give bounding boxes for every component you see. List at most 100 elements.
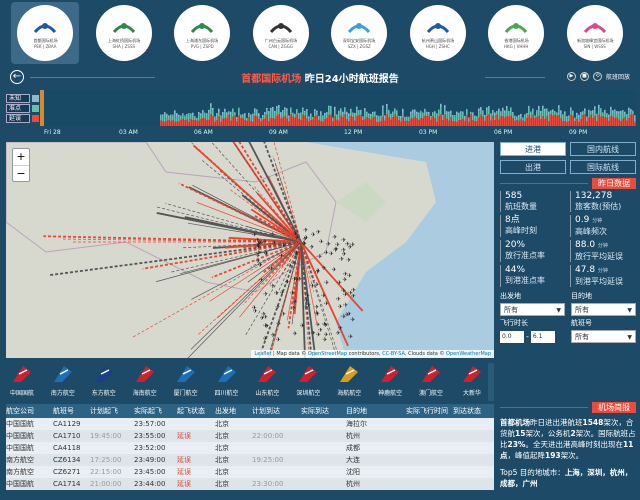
plane-icon[interactable]: ✈: [253, 308, 258, 315]
column-header[interactable]: 航班号: [53, 407, 74, 415]
plane-icon[interactable]: ✈: [280, 290, 285, 297]
legend-item[interactable]: 准点: [6, 104, 39, 113]
plane-icon[interactable]: ✈: [316, 229, 321, 236]
airline-filter-item[interactable]: 海航航空: [333, 363, 365, 401]
airline-scrollbar[interactable]: [488, 363, 494, 401]
table-row[interactable]: 中国国航 CA1710 19:45:00 23:55:00 延误 北京 22:00:00 杭州: [6, 430, 494, 442]
route-line[interactable]: [196, 241, 302, 336]
plane-icon[interactable]: ✈: [293, 252, 298, 259]
plane-icon[interactable]: ✈: [347, 273, 352, 280]
airline-filter-item[interactable]: 神鹿航空: [374, 363, 406, 401]
route-line[interactable]: [291, 241, 302, 325]
plane-icon[interactable]: ✈: [342, 277, 347, 284]
plane-icon[interactable]: ✈: [263, 322, 268, 329]
plane-icon[interactable]: ✈: [263, 291, 268, 298]
route-line[interactable]: [226, 142, 302, 243]
route-line[interactable]: [254, 214, 302, 243]
play-icon[interactable]: ▶: [566, 72, 576, 81]
legend-item[interactable]: 延误: [6, 114, 39, 123]
plane-icon[interactable]: ✈: [252, 232, 257, 239]
to-select[interactable]: 所有 ▼: [571, 303, 636, 316]
route-line[interactable]: [132, 241, 302, 338]
plane-icon[interactable]: ✈: [269, 266, 274, 273]
tab-arrive[interactable]: 进港: [500, 142, 566, 156]
plane-icon[interactable]: ✈: [348, 290, 353, 297]
airport-card[interactable]: 上海浦东国际机场 PVG | ZSPD: [168, 2, 236, 64]
plane-icon[interactable]: ✈: [341, 314, 346, 321]
plane-icon[interactable]: ✈: [264, 250, 269, 257]
route-line[interactable]: [209, 241, 302, 302]
plane-icon[interactable]: ✈: [309, 244, 314, 251]
table-row[interactable]: 中国国航 CA1714 21:00:00 23:44:00 延误 北京 23:30:00 杭州: [6, 478, 494, 490]
airport-card[interactable]: 香港国际机场 HKG | VHHH: [482, 2, 550, 64]
plane-icon[interactable]: ✈: [256, 258, 261, 265]
plane-icon[interactable]: ✈: [293, 331, 298, 338]
plane-icon[interactable]: ✈: [316, 268, 321, 275]
route-line[interactable]: [191, 241, 302, 300]
airline-filter-item[interactable]: 山东航空: [251, 363, 283, 401]
airline-filter-item[interactable]: 深圳航空: [292, 363, 324, 401]
plane-icon[interactable]: ✈: [347, 311, 352, 318]
plane-icon[interactable]: ✈: [317, 253, 322, 260]
plane-icon[interactable]: ✈: [336, 296, 341, 303]
plane-icon[interactable]: ✈: [329, 250, 334, 257]
route-line[interactable]: [211, 241, 302, 279]
plane-icon[interactable]: ✈: [343, 302, 348, 309]
airport-card[interactable]: 上海虹桥国际机场 SHA | ZSSS: [90, 2, 158, 64]
plane-icon[interactable]: ✈: [311, 330, 316, 337]
plane-icon[interactable]: ✈: [338, 304, 343, 311]
plane-icon[interactable]: ✈: [310, 283, 315, 290]
plane-icon[interactable]: ✈: [341, 288, 346, 295]
airline-filter-item[interactable]: 东方航空: [88, 363, 120, 401]
plane-icon[interactable]: ✈: [345, 241, 350, 248]
table-row[interactable]: 南方航空 CZ6271 22:15:00 23:45:00 延误 北京 沈阳: [6, 466, 494, 478]
plane-icon[interactable]: ✈: [302, 236, 307, 243]
plane-icon[interactable]: ✈: [285, 279, 290, 286]
route-line[interactable]: [267, 241, 302, 270]
plane-icon[interactable]: ✈: [303, 227, 308, 234]
route-line[interactable]: [300, 241, 315, 292]
route-line[interactable]: [287, 241, 302, 329]
plane-icon[interactable]: ✈: [350, 316, 355, 323]
airline-filter-item[interactable]: 澳门航空: [415, 363, 447, 401]
airport-card[interactable]: 杭州萧山国际机场 HGH | ZSHC: [404, 2, 472, 64]
plane-icon[interactable]: ✈: [315, 269, 320, 276]
column-header[interactable]: 航空公司: [6, 407, 34, 415]
plane-icon[interactable]: ✈: [294, 249, 299, 256]
route-line[interactable]: [187, 142, 302, 243]
plane-icon[interactable]: ✈: [332, 234, 337, 241]
route-line[interactable]: [190, 241, 302, 350]
plane-icon[interactable]: ✈: [301, 240, 306, 247]
airport-card[interactable]: 深圳宝安国际机场 SZX | ZGSZ: [325, 2, 393, 64]
back-icon[interactable]: ←: [10, 70, 24, 84]
route-line[interactable]: [300, 241, 310, 356]
column-header[interactable]: 实际起飞: [134, 407, 162, 415]
plane-icon[interactable]: ✈: [292, 276, 297, 283]
from-select[interactable]: 所有 ▼: [500, 303, 565, 316]
flight-no-select[interactable]: 所有 ▼: [571, 330, 636, 343]
plane-icon[interactable]: ✈: [262, 238, 267, 245]
table-row[interactable]: 中国国航 CA1129 23:57:00 北京 海拉尔: [6, 418, 494, 430]
plane-icon[interactable]: ✈: [339, 256, 344, 263]
attribution-link[interactable]: OpenStreetMap: [307, 351, 348, 357]
airport-card[interactable]: 新加坡樟宜国际机场 SIN | WSSS: [561, 2, 629, 64]
column-header[interactable]: 计划到达: [252, 407, 280, 415]
plane-icon[interactable]: ✈: [315, 322, 320, 329]
plane-icon[interactable]: ✈: [322, 336, 327, 343]
plane-icon[interactable]: ✈: [292, 260, 297, 267]
plane-icon[interactable]: ✈: [263, 314, 268, 321]
column-header[interactable]: 计划起飞: [90, 407, 118, 415]
replay-label[interactable]: 航班回放: [605, 74, 630, 81]
plane-icon[interactable]: ✈: [294, 276, 299, 283]
route-line[interactable]: [142, 241, 302, 270]
plane-icon[interactable]: ✈: [304, 298, 309, 305]
plane-icon[interactable]: ✈: [350, 242, 355, 249]
airline-filter-item[interactable]: 海南航空: [129, 363, 161, 401]
route-line[interactable]: [263, 241, 302, 285]
column-header[interactable]: 到达状态: [453, 407, 481, 415]
route-line[interactable]: [43, 235, 302, 243]
plane-icon[interactable]: ✈: [252, 304, 257, 311]
plane-icon[interactable]: ✈: [316, 331, 321, 338]
plane-icon[interactable]: ✈: [270, 232, 275, 239]
airline-filter-item[interactable]: 四川航空: [211, 363, 243, 401]
